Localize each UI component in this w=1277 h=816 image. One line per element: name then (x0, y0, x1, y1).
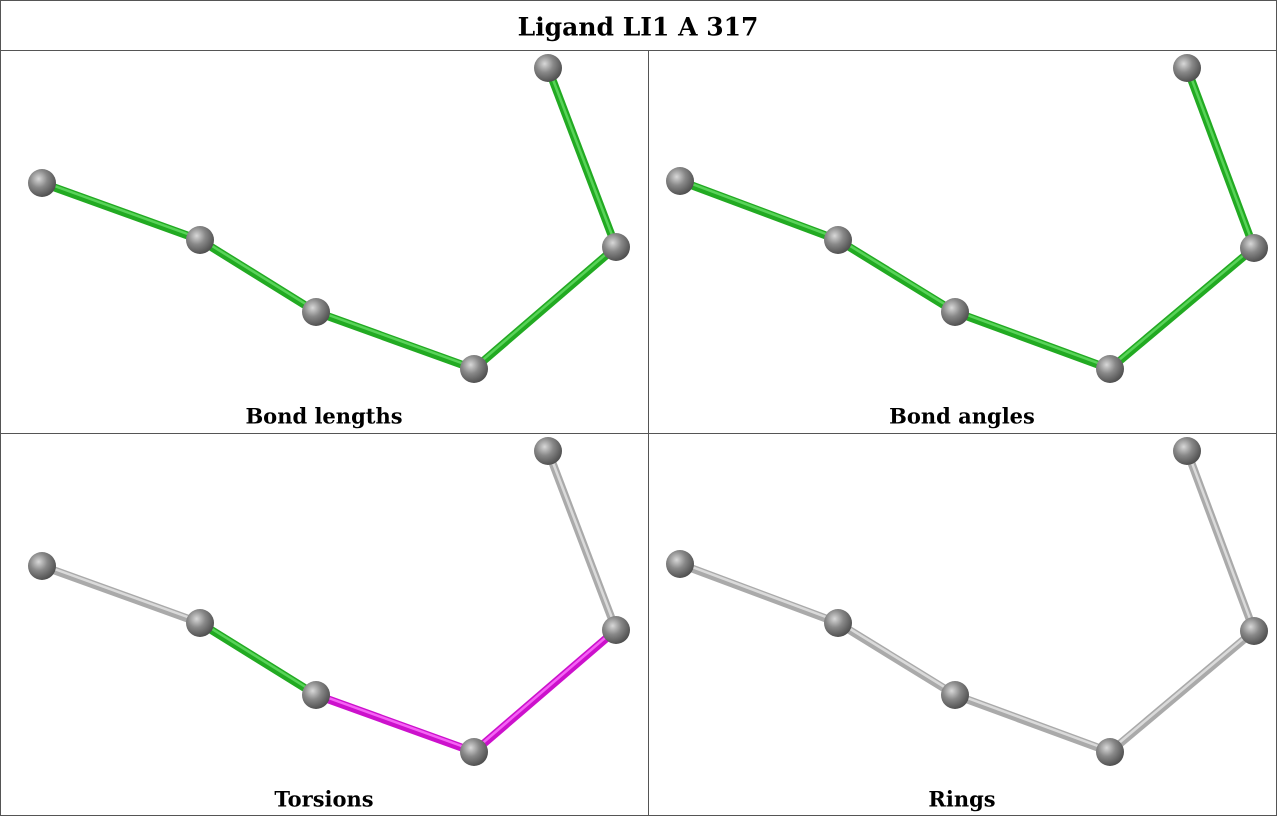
bond (953, 308, 1112, 373)
atom (602, 616, 630, 644)
bond-highlight (199, 620, 317, 695)
bond-highlight (41, 563, 201, 623)
atom (602, 233, 630, 261)
bond-highlight (199, 237, 317, 312)
panel: Bond angles (666, 54, 1268, 429)
bond-highlight (315, 309, 475, 369)
atom (824, 226, 852, 254)
bond (835, 236, 958, 316)
atom (1240, 617, 1268, 645)
atom (666, 167, 694, 195)
atom (1096, 738, 1124, 766)
panel-caption: Torsions (274, 787, 373, 812)
atom (186, 226, 214, 254)
atom (1240, 234, 1268, 262)
bond-highlight (1109, 245, 1255, 369)
atom (534, 54, 562, 82)
bond-highlight (473, 244, 617, 369)
bond-highlight (41, 180, 201, 240)
atom (460, 355, 488, 383)
bond (40, 179, 202, 244)
bond-highlight (679, 561, 839, 623)
bond-highlight (546, 449, 618, 629)
atom (460, 738, 488, 766)
bond (314, 691, 476, 756)
atom (1173, 437, 1201, 465)
atom (941, 681, 969, 709)
bond-highlight (546, 66, 618, 246)
atom (1096, 355, 1124, 383)
atom (824, 609, 852, 637)
bond-highlight (837, 237, 956, 312)
atom (28, 552, 56, 580)
panel-caption: Bond angles (889, 404, 1035, 429)
panel-caption: Bond lengths (245, 404, 402, 429)
atom (28, 169, 56, 197)
atom (302, 681, 330, 709)
atom (534, 437, 562, 465)
bond-highlight (473, 627, 617, 752)
atom (941, 298, 969, 326)
bond (953, 691, 1112, 756)
bond (678, 560, 840, 627)
bond (197, 236, 319, 316)
bond (40, 562, 202, 627)
bond-highlight (315, 692, 475, 752)
atom (666, 550, 694, 578)
bond-highlight (1109, 628, 1255, 752)
atom (186, 609, 214, 637)
bond-highlight (954, 692, 1111, 752)
bond-highlight (1185, 66, 1256, 247)
panel: Torsions (28, 437, 630, 812)
bond (314, 308, 476, 373)
atom (1173, 54, 1201, 82)
bond-highlight (1185, 449, 1256, 630)
bond (197, 619, 319, 699)
bond-highlight (837, 620, 956, 695)
bond-highlight (679, 178, 839, 240)
panel: Bond lengths (28, 54, 630, 429)
bond (835, 619, 958, 699)
panel-caption: Rings (928, 787, 995, 812)
atom (302, 298, 330, 326)
bond (678, 177, 840, 244)
title: Ligand LI1 A 317 (518, 13, 759, 42)
bond-highlight (954, 309, 1111, 369)
panel: Rings (666, 437, 1268, 812)
